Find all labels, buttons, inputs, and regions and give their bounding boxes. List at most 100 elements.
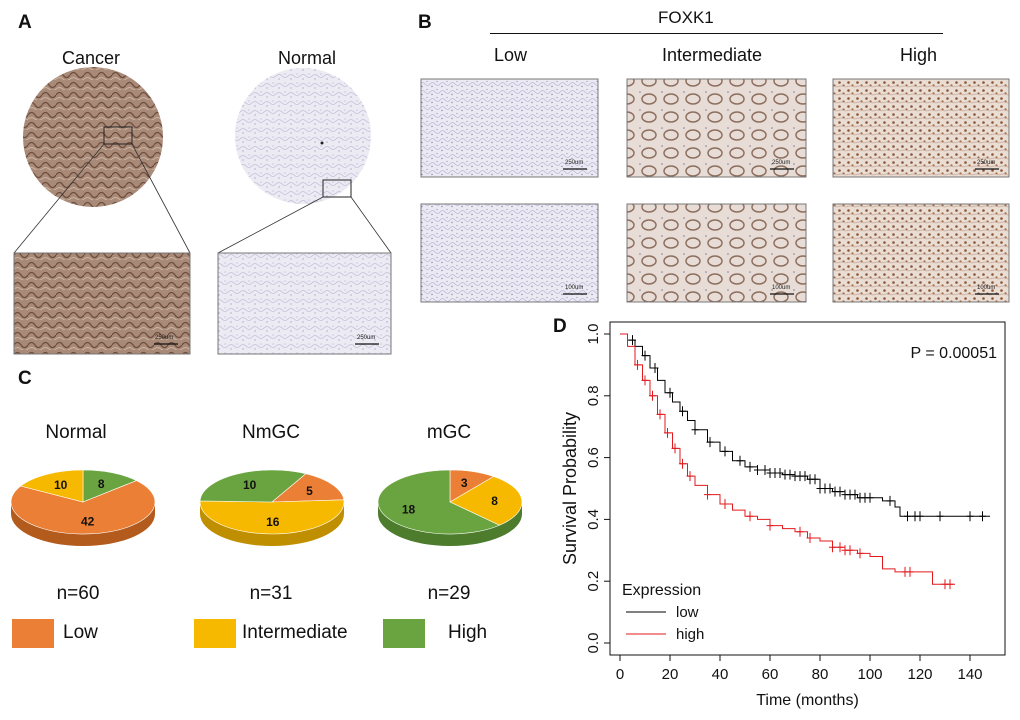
pie-side-wall: [200, 502, 344, 546]
scale-label: 100um: [565, 285, 584, 291]
legend-title: Expression: [622, 582, 701, 599]
x-axis-label: Time (months): [756, 692, 859, 709]
censor-mark-low: [836, 486, 844, 497]
cancer-zoom-image: [13, 252, 191, 355]
pie-n-normal: n=60: [56, 583, 100, 604]
legend-label-high: high: [676, 626, 704, 643]
pie-value-label: 8: [491, 494, 498, 508]
pie-n-nmgc: n=31: [249, 583, 293, 604]
intermediate-column-label: Intermediate: [662, 45, 763, 65]
pie-title-nmgc: NmGC: [241, 422, 301, 443]
censor-mark-high: [704, 489, 711, 500]
censor-mark-low: [691, 424, 699, 435]
scale-label: 250um: [155, 335, 174, 341]
pie-title-mgc: mGC: [426, 422, 472, 443]
panel-b-tissue-grid: [420, 78, 1010, 303]
x-tick-label: 140: [957, 666, 982, 683]
x-tick-label: 100: [857, 666, 882, 683]
censor-mark-low: [706, 437, 714, 448]
pie-value-label: 3: [461, 476, 468, 490]
y-tick-label: 0.0: [585, 633, 602, 654]
scale-label: 250um: [357, 335, 376, 341]
censor-mark-low: [936, 511, 944, 522]
censor-mark-high: [634, 359, 641, 370]
censor-mark-high: [679, 458, 686, 469]
censor-mark-low: [761, 464, 769, 475]
normal-tissue-core: [235, 68, 371, 204]
panel-a-tissue-figure: [13, 67, 392, 355]
censor-mark-low: [916, 511, 924, 522]
x-tick-label: 60: [762, 666, 779, 683]
x-tick-label: 40: [712, 666, 729, 683]
pie-side-wall: [11, 502, 155, 546]
censor-mark-low: [979, 511, 986, 522]
low-tissue-bottom: [420, 203, 599, 303]
normal-label: Normal: [278, 48, 337, 68]
censor-mark-high: [671, 443, 679, 454]
censor-mark-high: [686, 471, 694, 482]
censor-mark-high: [906, 566, 914, 577]
pie-charts: 8 42 10 5 16 10 3 8 18: [10, 469, 523, 546]
legend-swatch-low: [12, 619, 54, 648]
pie-slice-intermediate: [19, 469, 84, 503]
pie-slice-intermediate: [449, 476, 523, 526]
p-value-annotation: P = 0.00051: [911, 345, 998, 362]
scale-label: 250um: [565, 160, 584, 166]
censor-mark-low: [811, 474, 819, 485]
censor-mark-high: [746, 511, 754, 522]
censor-mark-high: [829, 542, 836, 553]
pie-slice-high: [377, 469, 501, 535]
pie-value-label: 10: [54, 478, 68, 492]
censor-mark-low: [754, 464, 761, 475]
pie-value-label: 42: [81, 515, 95, 529]
pie-slice-high: [199, 469, 307, 503]
legend-swatch-intermediate: [194, 619, 236, 648]
panel-a-label: A: [18, 12, 32, 33]
x-tick-label: 20: [662, 666, 679, 683]
pie-slice-high: [82, 469, 138, 503]
censor-mark-low: [641, 350, 649, 361]
censor-mark-low: [746, 461, 754, 472]
censor-mark-low: [886, 495, 894, 506]
censor-mark-low: [666, 387, 674, 398]
pie-value-label: 8: [98, 477, 105, 491]
cancer-zoom-box: [103, 126, 133, 145]
gene-bracket-line: [490, 33, 943, 34]
y-tick-label: 0.2: [585, 571, 602, 592]
y-tick-label: 1.0: [585, 324, 602, 345]
survival-chart: 0 20 40 60 80 100 120 140 0.0 0.2 0.4 0.6 0.8 1.0 P =…: [560, 321, 1006, 709]
pie-slice-low: [10, 480, 156, 535]
scale-label: 100um: [977, 285, 996, 291]
pie-value-label: 18: [402, 502, 416, 516]
censor-mark-low: [826, 483, 834, 494]
high-column-label: High: [900, 45, 938, 65]
intermediate-tissue-bottom: [626, 203, 807, 303]
y-tick-label: 0.8: [585, 385, 602, 406]
intermediate-tissue-top: [626, 78, 807, 178]
censor-mark-low: [851, 489, 859, 500]
censor-mark-low: [776, 468, 784, 479]
censor-mark-low: [801, 471, 809, 482]
pie-slice-low: [271, 473, 345, 503]
y-tick-label: 0.6: [585, 447, 602, 468]
pie-value-label: 5: [306, 484, 313, 498]
censor-mark-high: [766, 520, 774, 531]
legend-label-high: High: [448, 622, 488, 643]
y-tick-label: 0.4: [585, 509, 602, 530]
censor-mark-low: [904, 511, 911, 522]
plot-frame: [609, 321, 1006, 656]
censor-mark-high: [664, 427, 671, 438]
high-tissue-top: [832, 78, 1010, 178]
pie-value-label: 16: [266, 515, 280, 529]
censor-mark-high: [856, 548, 864, 559]
censor-mark-low: [786, 469, 794, 480]
pie-value-label: 10: [243, 478, 257, 492]
pie-title-normal: Normal: [45, 422, 107, 443]
censor-mark-low: [866, 492, 874, 503]
censor-mark-high: [649, 390, 656, 401]
censor-mark-high: [836, 542, 844, 553]
cancer-label: Cancer: [62, 48, 121, 68]
censor-mark-high: [656, 409, 664, 420]
panel-b-label: B: [418, 12, 432, 33]
censor-mark-high: [641, 375, 649, 386]
